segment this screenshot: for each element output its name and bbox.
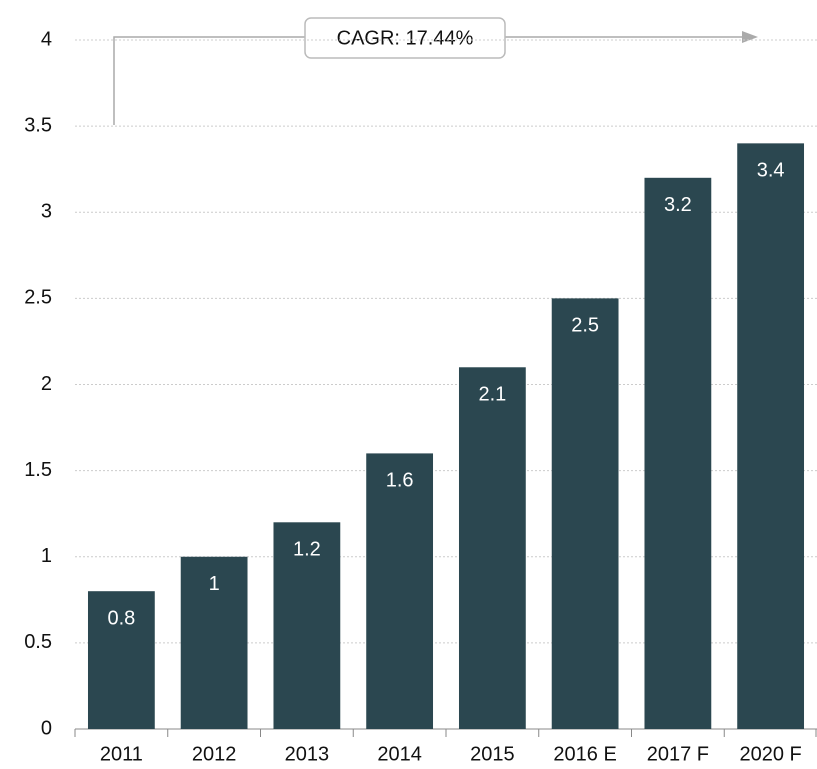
x-tick-label: 2014	[377, 743, 422, 765]
y-tick-label: 2	[41, 373, 52, 395]
value-label: 3.4	[757, 160, 785, 182]
y-tick-label: 3	[41, 201, 52, 223]
y-tick-label: 0.5	[24, 631, 52, 653]
annotation: CAGR: 17.44%	[337, 27, 474, 49]
value-label: 1.6	[386, 470, 414, 492]
y-tick-label: 0	[41, 717, 52, 739]
y-tick-label: 1.5	[24, 459, 52, 481]
bar	[273, 522, 341, 729]
value-label: 2.5	[571, 315, 599, 337]
bar	[87, 591, 155, 729]
x-tick-label: 2017 F	[647, 743, 709, 765]
value-label: 1	[209, 573, 220, 595]
y-tick-label: 4	[41, 28, 52, 50]
y-tick-label: 3.5	[24, 114, 52, 136]
bar	[644, 177, 712, 730]
value-label: 3.2	[664, 194, 692, 216]
bar	[737, 143, 805, 730]
value-label: 1.2	[293, 539, 321, 561]
value-label: 2.1	[478, 384, 506, 406]
bar	[180, 556, 248, 729]
x-tick-label: 2016 E	[553, 743, 616, 765]
x-tick-label: 2013	[285, 743, 330, 765]
cagr-arrow	[113, 17, 758, 125]
y-tick-label: 2.5	[24, 287, 52, 309]
x-tick-label: 2020 F	[739, 743, 801, 765]
bar	[458, 367, 526, 729]
bar	[366, 453, 434, 729]
bar	[551, 298, 619, 729]
x-tick-label: 2011	[100, 743, 143, 765]
x-tick-label: 2012	[192, 743, 237, 765]
y-tick-label: 1	[41, 545, 52, 567]
value-label: 0.8	[107, 607, 135, 629]
x-tick-label: 2015	[470, 743, 515, 765]
